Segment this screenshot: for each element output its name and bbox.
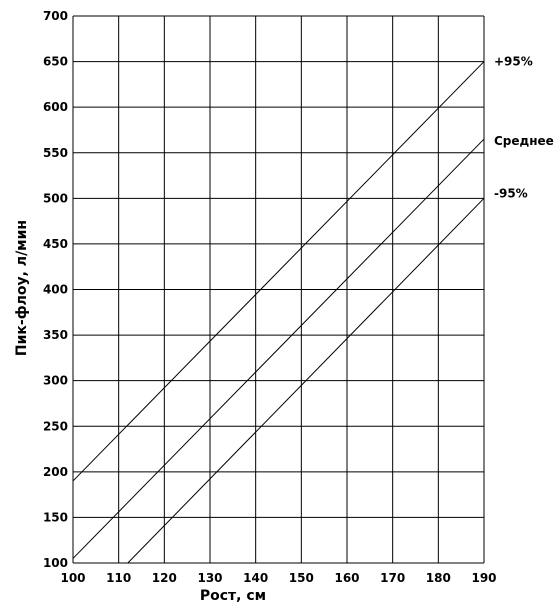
- series-line-2: [127, 197, 485, 564]
- grid: [72, 15, 485, 564]
- y-tick-label: 550: [43, 146, 68, 160]
- x-axis-title: Рост, см: [200, 588, 266, 604]
- y-tick-label: 250: [43, 419, 68, 433]
- y-tick-label: 350: [43, 328, 68, 342]
- y-tick-labels: 100 150 200 250 300 350 400 450 500 550 600 650 700: [43, 9, 68, 570]
- y-tick-label: 100: [43, 556, 68, 570]
- y-tick-label: 650: [43, 55, 68, 69]
- y-tick-label: 150: [43, 510, 68, 524]
- x-tick-label: 140: [243, 571, 268, 585]
- y-axis-title: Пик-флоу, л/мин: [14, 220, 30, 356]
- series-label-0: +95%: [494, 55, 533, 69]
- x-tick-label: 150: [289, 571, 314, 585]
- x-tick-label: 170: [380, 571, 405, 585]
- x-tick-label: 110: [106, 571, 131, 585]
- y-tick-label: 300: [43, 374, 68, 388]
- x-tick-label: 120: [152, 571, 177, 585]
- x-tick-label: 100: [60, 571, 85, 585]
- y-tick-label: 400: [43, 283, 68, 297]
- series-line-1: [72, 138, 485, 559]
- y-tick-label: 700: [43, 9, 68, 23]
- series-labels: +95% Среднее -95%: [494, 55, 554, 201]
- series-line-0: [72, 61, 485, 482]
- x-tick-label: 190: [471, 571, 496, 585]
- y-tick-label: 600: [43, 100, 68, 114]
- series-label-2: -95%: [494, 186, 528, 200]
- x-tick-label: 180: [426, 571, 451, 585]
- y-tick-label: 200: [43, 465, 68, 479]
- x-tick-label: 160: [334, 571, 359, 585]
- x-tick-label: 130: [197, 571, 222, 585]
- y-tick-label: 450: [43, 237, 68, 251]
- series-lines: [72, 61, 485, 564]
- y-tick-label: 500: [43, 191, 68, 205]
- series-label-1: Среднее: [494, 134, 554, 148]
- x-tick-labels: 100 110 120 130 140 150 160 170 180 190: [60, 571, 496, 585]
